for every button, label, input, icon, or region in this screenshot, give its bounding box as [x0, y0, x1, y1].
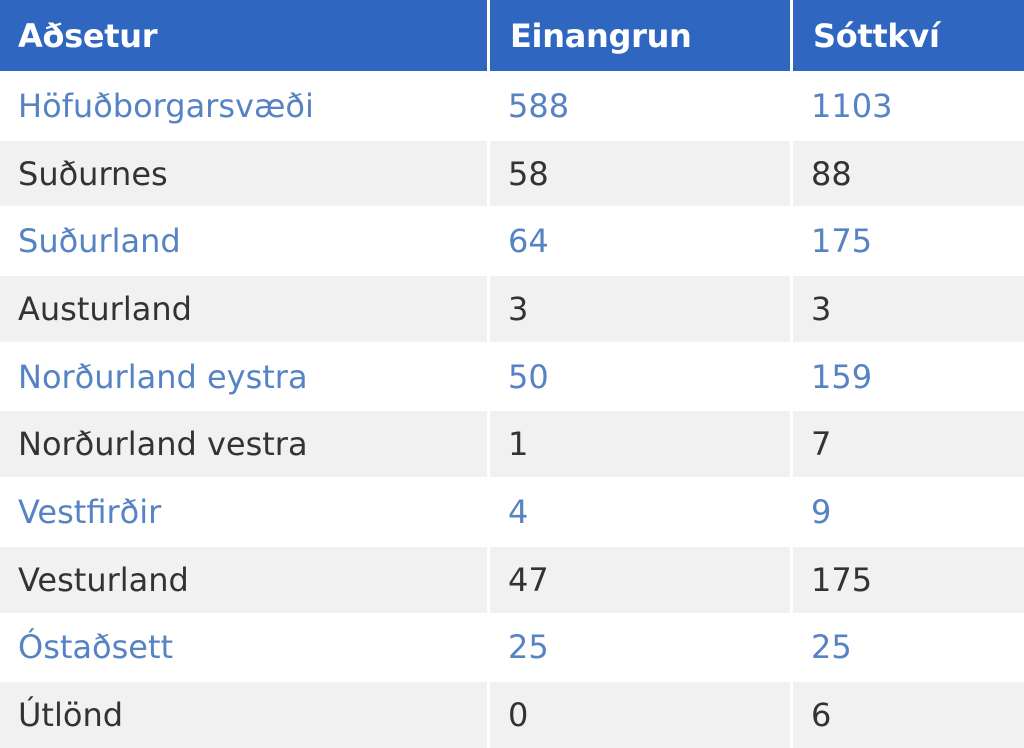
table-row: Norðurland vestra 1 7 — [0, 409, 1024, 478]
einangrun-cell: 3 — [490, 274, 793, 342]
column-header-sottkvi: Sóttkví — [793, 0, 1024, 71]
column-header-einangrun: Einangrun — [490, 0, 793, 71]
einangrun-cell: 1 — [490, 409, 793, 478]
region-cell: Vesturland — [0, 544, 490, 613]
header-row: Aðsetur Einangrun Sóttkví — [0, 0, 1024, 71]
region-cell: Norðurland vestra — [0, 409, 490, 478]
table-row: Norðurland eystra 50 159 — [0, 341, 1024, 410]
einangrun-cell: 58 — [490, 138, 793, 207]
region-cell: Suðurland — [0, 206, 490, 275]
table-row: Óstaðsett 25 25 — [0, 612, 1024, 681]
sottkvi-cell: 25 — [793, 612, 1024, 681]
sottkvi-cell: 175 — [793, 544, 1024, 613]
sottkvi-cell: 7 — [793, 409, 1024, 478]
einangrun-cell: 588 — [490, 71, 793, 139]
table-body: Höfuðborgarsvæði 588 1103 Suðurnes 58 88 Suður… — [0, 71, 1024, 748]
region-cell: Útlönd — [0, 680, 490, 748]
einangrun-cell: 50 — [490, 341, 793, 410]
sottkvi-cell: 175 — [793, 206, 1024, 275]
table-row: Suðurland 64 175 — [0, 206, 1024, 275]
region-cell: Norðurland eystra — [0, 341, 490, 410]
einangrun-cell: 47 — [490, 544, 793, 613]
sottkvi-cell: 159 — [793, 341, 1024, 410]
region-cell: Austurland — [0, 274, 490, 342]
region-cell: Vestfirðir — [0, 477, 490, 545]
table-row: Austurland 3 3 — [0, 274, 1024, 342]
einangrun-cell: 64 — [490, 206, 793, 275]
sottkvi-cell: 1103 — [793, 71, 1024, 139]
table-row: Höfuðborgarsvæði 588 1103 — [0, 71, 1024, 139]
sottkvi-cell: 88 — [793, 138, 1024, 207]
einangrun-cell: 0 — [490, 680, 793, 748]
sottkvi-cell: 6 — [793, 680, 1024, 748]
sottkvi-cell: 9 — [793, 477, 1024, 545]
sottkvi-cell: 3 — [793, 274, 1024, 342]
region-cell: Suðurnes — [0, 138, 490, 207]
column-header-adsetur: Aðsetur — [0, 0, 490, 71]
einangrun-cell: 4 — [490, 477, 793, 545]
table-row: Útlönd 0 6 — [0, 680, 1024, 748]
einangrun-cell: 25 — [490, 612, 793, 681]
table-row: Suðurnes 58 88 — [0, 138, 1024, 207]
region-cell: Höfuðborgarsvæði — [0, 71, 490, 139]
table-row: Vestfirðir 4 9 — [0, 477, 1024, 545]
table-row: Vesturland 47 175 — [0, 544, 1024, 613]
table-header: Aðsetur Einangrun Sóttkví — [0, 0, 1024, 71]
region-cell: Óstaðsett — [0, 612, 490, 681]
